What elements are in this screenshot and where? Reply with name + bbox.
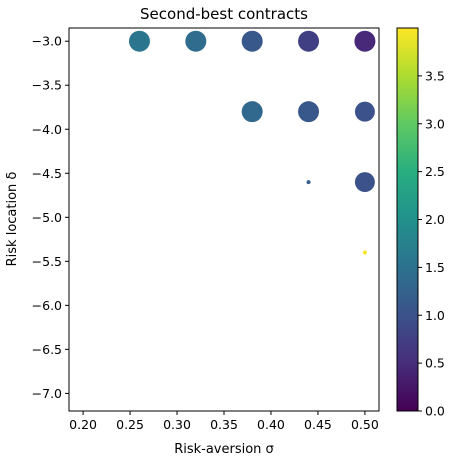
plot-frame	[68, 27, 380, 412]
x-tick-label: 0.45	[304, 417, 332, 432]
y-tick-label: −6.0	[32, 298, 62, 313]
colorbar-tick-label: 1.5	[425, 260, 445, 275]
colorbar-tick-label: 2.0	[425, 212, 445, 227]
y-axis: −3.0 −3.5 −4.0 −4.5 −5.0 −5.5 −6.0 −6.5 −7.0	[32, 34, 69, 401]
colorbar-gradient	[396, 27, 419, 412]
x-axis: 0.20 0.25 0.30 0.35 0.40 0.45 0.50	[69, 411, 379, 432]
x-tick-label: 0.25	[116, 417, 144, 432]
data-point	[241, 30, 263, 52]
colorbar-tick-label: 2.5	[425, 164, 445, 179]
data-point	[354, 172, 375, 193]
data-point	[354, 30, 376, 52]
data-point	[185, 30, 207, 52]
data-point	[128, 30, 150, 52]
y-tick-label: −3.0	[32, 34, 62, 49]
y-tick-label: −6.5	[32, 342, 62, 357]
y-tick-label: −5.0	[32, 210, 62, 225]
x-tick-label: 0.40	[257, 417, 285, 432]
x-tick-label: 0.30	[163, 417, 191, 432]
x-tick-label: 0.35	[210, 417, 238, 432]
colorbar-tick-label: 3.5	[425, 68, 445, 83]
y-tick-label: −3.5	[32, 78, 62, 93]
y-tick-label: −4.0	[32, 122, 62, 137]
data-point	[354, 101, 375, 122]
plot-area	[68, 27, 380, 412]
x-axis-label: Risk-aversion σ	[174, 442, 274, 457]
y-axis-label: Risk location δ	[5, 172, 20, 267]
data-point	[298, 101, 320, 123]
data-point	[362, 250, 367, 255]
colorbar-tick-label: 3.0	[425, 116, 445, 131]
chart-title: Second-best contracts	[140, 5, 308, 23]
x-tick-label: 0.50	[351, 417, 379, 432]
colorbar-tick-label: 0.5	[425, 356, 445, 371]
colorbar-tick-label: 0.0	[425, 404, 445, 419]
data-point	[241, 101, 263, 123]
y-tick-label: −5.5	[32, 254, 62, 269]
data-point	[306, 180, 311, 185]
x-tick-label: 0.20	[69, 417, 97, 432]
y-tick-label: −4.5	[32, 166, 62, 181]
y-tick-label: −7.0	[32, 386, 62, 401]
data-point	[298, 30, 320, 52]
colorbar: 0.0 0.5 1.0 1.5 2.0 2.5 3.0 3.5	[396, 27, 445, 419]
colorbar-tick-label: 1.0	[425, 308, 445, 323]
